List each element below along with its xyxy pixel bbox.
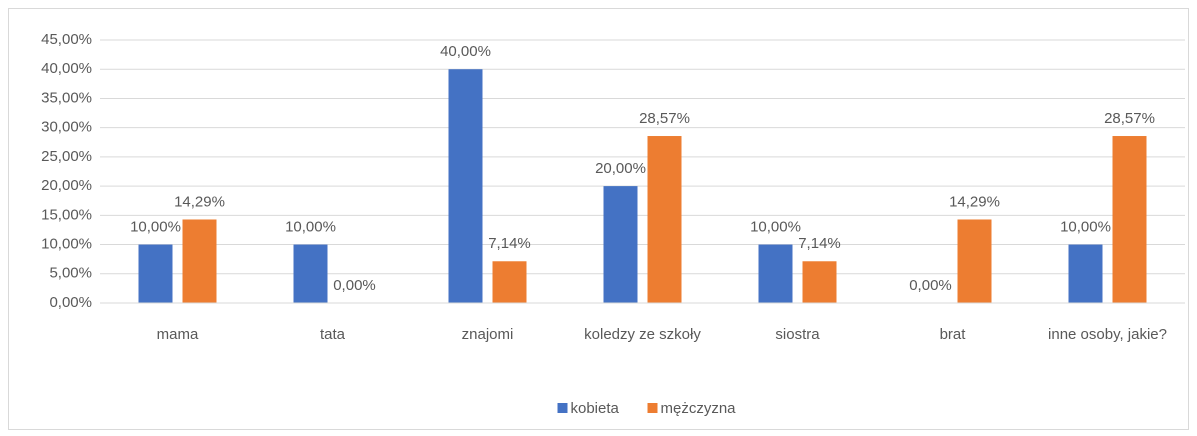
data-label: 10,00% [285,219,336,236]
x-tick-label: brat [940,326,967,343]
data-label: 20,00% [595,160,646,177]
data-label: 40,00% [440,43,491,60]
data-label: 10,00% [130,219,181,236]
data-label: 7,14% [798,235,841,252]
legend-swatch [647,403,658,413]
y-tick-label: 10,00% [41,236,92,253]
y-tick-label: 0,00% [49,294,92,311]
bar [957,219,992,303]
bar [492,261,527,303]
bar [293,244,328,303]
x-tick-label: koledzy ze szkoły [584,326,701,343]
data-label: 28,57% [639,110,690,127]
legend-label: mężczyzna [661,400,737,417]
bar [182,219,217,303]
bar [603,186,638,303]
data-label: 0,00% [333,277,376,294]
y-tick-label: 35,00% [41,89,92,106]
legend-swatch [557,403,568,413]
bar [647,136,682,303]
chart-border [8,8,1189,430]
bar [802,261,837,303]
y-tick-label: 20,00% [41,177,92,194]
y-tick-label: 40,00% [41,60,92,77]
x-tick-label: znajomi [462,326,514,343]
data-label: 14,29% [174,193,225,210]
x-tick-label: siostra [775,326,820,343]
bar [1068,244,1103,303]
x-tick-label: inne osoby, jakie? [1048,326,1167,343]
y-tick-label: 15,00% [41,206,92,223]
data-label: 14,29% [949,193,1000,210]
data-label: 0,00% [909,277,952,294]
data-label: 7,14% [488,235,531,252]
bar [1112,136,1147,303]
data-label: 10,00% [750,219,801,236]
data-label: 28,57% [1104,110,1155,127]
x-tick-label: tata [320,326,346,343]
bar [448,69,483,303]
bar [138,244,173,303]
bar [758,244,793,303]
data-label: 10,00% [1060,219,1111,236]
y-tick-label: 45,00% [41,31,92,48]
y-tick-label: 25,00% [41,148,92,165]
legend-label: kobieta [571,400,620,417]
x-tick-label: mama [157,326,199,343]
y-tick-label: 5,00% [49,265,92,282]
y-tick-label: 30,00% [41,119,92,136]
